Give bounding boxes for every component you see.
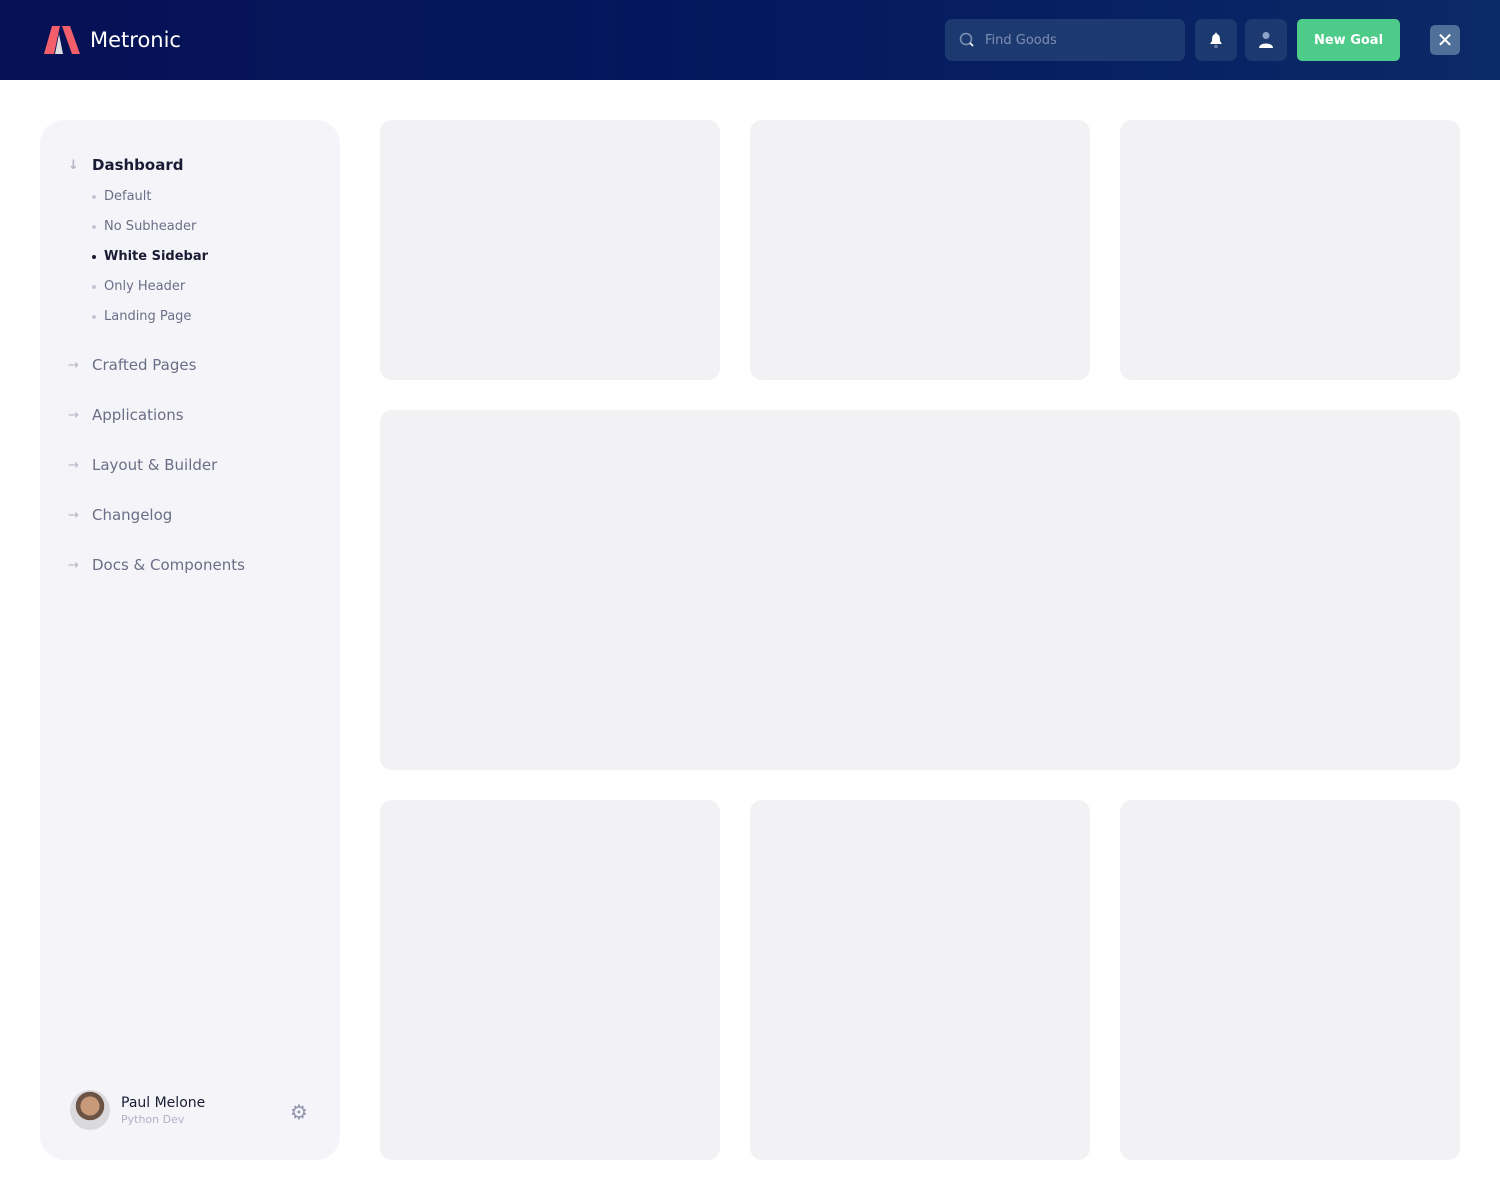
sidebar-item-label: Dashboard bbox=[92, 156, 184, 174]
close-icon: ✕ bbox=[1436, 28, 1454, 52]
card-placeholder bbox=[380, 120, 720, 380]
arrow-right-icon: → bbox=[68, 457, 79, 473]
arrow-down-icon: ↓ bbox=[68, 157, 79, 173]
arrow-right-icon: → bbox=[68, 557, 79, 573]
submenu-label: Landing Page bbox=[104, 309, 192, 324]
sidebar-item-label: Applications bbox=[92, 406, 184, 424]
submenu-item-default[interactable]: Default bbox=[92, 189, 152, 204]
card-placeholder bbox=[750, 800, 1090, 1160]
submenu-label: White Sidebar bbox=[104, 249, 209, 264]
close-button[interactable]: ✕ bbox=[1430, 25, 1460, 55]
sidebar-item-label: Changelog bbox=[92, 506, 173, 524]
sidebar-item-changelog[interactable]: → Changelog bbox=[68, 506, 172, 524]
bullet-icon bbox=[92, 284, 96, 289]
bullet-icon bbox=[92, 224, 96, 229]
bullet-icon bbox=[92, 314, 96, 319]
bullet-icon bbox=[92, 254, 96, 259]
brand-name: Metronic bbox=[90, 28, 181, 52]
submenu-item-landing-page[interactable]: Landing Page bbox=[92, 309, 191, 324]
submenu-item-white-sidebar[interactable]: White Sidebar bbox=[92, 249, 208, 264]
sidebar-item-layout-builder[interactable]: → Layout & Builder bbox=[68, 456, 217, 474]
search-input[interactable] bbox=[985, 32, 1175, 48]
user-profile[interactable]: Paul Melone Python Dev bbox=[70, 1090, 205, 1130]
bullet-icon bbox=[92, 194, 96, 199]
card-placeholder bbox=[380, 800, 720, 1160]
submenu-label: No Subheader bbox=[104, 219, 197, 234]
logo[interactable]: Metronic bbox=[40, 24, 181, 56]
metronic-logo-icon bbox=[44, 26, 80, 54]
arrow-right-icon: → bbox=[68, 507, 79, 523]
sidebar-item-label: Layout & Builder bbox=[92, 456, 218, 474]
wide-card-placeholder bbox=[380, 410, 1460, 770]
search-icon bbox=[959, 32, 974, 47]
sidebar-item-docs-components[interactable]: → Docs & Components bbox=[68, 556, 245, 574]
new-goal-button[interactable]: New Goal bbox=[1297, 19, 1400, 61]
gear-icon[interactable]: ⚙ bbox=[290, 1100, 308, 1124]
user-button[interactable] bbox=[1245, 19, 1287, 61]
user-role: Python Dev bbox=[121, 1112, 185, 1126]
sidebar-item-label: Crafted Pages bbox=[92, 356, 197, 374]
sidebar-item-dashboard[interactable]: ↓ Dashboard bbox=[68, 156, 183, 174]
user-name: Paul Melone bbox=[121, 1094, 206, 1111]
submenu-item-no-subheader[interactable]: No Subheader bbox=[92, 219, 196, 234]
submenu-label: Only Header bbox=[104, 279, 186, 294]
card-placeholder bbox=[1120, 120, 1460, 380]
sidebar-item-label: Docs & Components bbox=[92, 556, 245, 574]
card-placeholder bbox=[1120, 800, 1460, 1160]
arrow-right-icon: → bbox=[68, 357, 79, 373]
avatar bbox=[70, 1090, 110, 1130]
bell-icon bbox=[1210, 32, 1222, 49]
sidebar-item-crafted-pages[interactable]: → Crafted Pages bbox=[68, 356, 196, 374]
search-box[interactable] bbox=[945, 19, 1185, 61]
top-header: Metronic New Goal ✕ bbox=[0, 0, 1500, 80]
arrow-right-icon: → bbox=[68, 407, 79, 423]
sidebar: ↓ Dashboard Default No Subheader White Si… bbox=[40, 120, 340, 1160]
user-icon bbox=[1259, 32, 1273, 48]
submenu-item-only-header[interactable]: Only Header bbox=[92, 279, 185, 294]
sidebar-item-applications[interactable]: → Applications bbox=[68, 406, 184, 424]
notifications-button[interactable] bbox=[1195, 19, 1237, 61]
submenu-label: Default bbox=[104, 189, 152, 204]
card-placeholder bbox=[750, 120, 1090, 380]
